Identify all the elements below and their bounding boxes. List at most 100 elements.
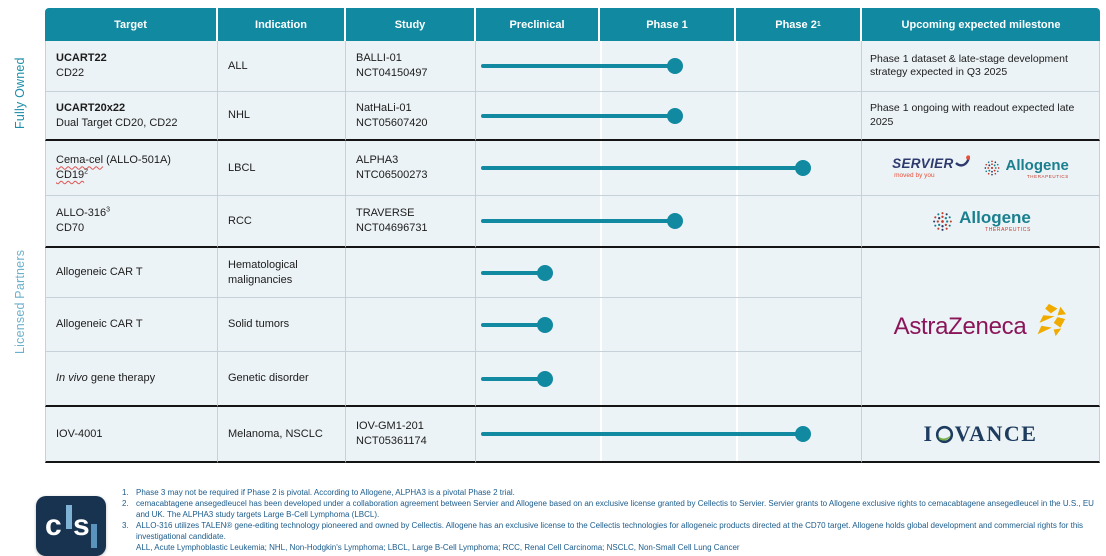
col-header-milestone: Upcoming expected milestone (862, 8, 1100, 41)
target-subline: Dual Target CD20, CD22 (56, 116, 178, 129)
progress-cell (476, 92, 862, 141)
target-cell-allo-316: ALLO-3163 CD70 (45, 196, 218, 248)
progress-bar-phase2 (481, 432, 803, 436)
milestone-cell-iovance: I VANCE (862, 407, 1100, 463)
allogene-logo: Allogene THERAPEUTICS (982, 158, 1069, 179)
study-nct: NTC06500273 (356, 169, 428, 181)
progress-cell (476, 196, 862, 248)
study-nct: NCT05361174 (356, 435, 427, 447)
col-header-study: Study (346, 8, 476, 41)
target-cell-ucart22: UCART22 CD22 (45, 41, 218, 92)
study-name: ALPHA3 (356, 154, 399, 167)
column-divider (736, 352, 738, 405)
progress-bar-preclinical (481, 376, 545, 381)
indication-cell: NHL (218, 92, 346, 141)
target-cell-car-t-solid: Allogeneic CAR T (45, 298, 218, 352)
cellectis-logo-bar (91, 524, 97, 548)
indication-cell: Hematological malignancies (218, 248, 346, 298)
progress-cell (476, 248, 862, 298)
column-divider (736, 92, 738, 139)
pipeline-table: Target Indication Study Preclinical Phas… (45, 8, 1100, 463)
indication-cell: Genetic disorder (218, 352, 346, 407)
progress-bar-phase1 (481, 113, 675, 118)
study-nct: NCT04696731 (356, 222, 428, 234)
study-cell: ALPHA3 NTC06500273 (346, 141, 476, 196)
footnote-1: 1. Phase 3 may not be required if Phase 2… (122, 488, 515, 497)
study-nct: NCT04150497 (356, 67, 428, 79)
servier-logo: SERVIER moved by you (892, 155, 970, 179)
col-header-target: Target (45, 8, 218, 41)
study-name: NatHaLi-01 (356, 101, 412, 114)
progress-cell (476, 298, 862, 352)
study-name: TRAVERSE (356, 207, 415, 220)
indication-cell: RCC (218, 196, 346, 248)
section-label-fully-owned: Fully Owned (13, 57, 27, 129)
target-subline: CD192 (56, 168, 89, 181)
column-divider (600, 298, 602, 351)
progress-cell (476, 141, 862, 196)
milestone-cell-astrazeneca: AstraZeneca (862, 248, 1100, 407)
iovance-o-leaf-icon (935, 425, 953, 443)
study-cell-empty (346, 248, 476, 298)
study-cell-empty (346, 352, 476, 407)
target-subline: CD70 (56, 222, 85, 234)
allogene-sphere-icon (984, 160, 1000, 176)
column-divider (736, 41, 738, 91)
progress-bar-phase1 (481, 219, 675, 223)
footnote-2: 2. cemacabtagene ansegedleucel has been d… (122, 499, 1094, 519)
column-divider (736, 196, 738, 246)
milestone-cell-partners: Allogene THERAPEUTICS (862, 196, 1100, 248)
milestone-cell-partners: SERVIER moved by you Allogene THERAPEUTIC… (862, 141, 1100, 196)
allogene-logo: Allogene THERAPEUTICS (930, 209, 1031, 234)
footnote-3: 3. ALLO-316 utilizes TALEN® gene-editing … (122, 521, 1084, 541)
indication-cell: ALL (218, 41, 346, 92)
column-divider (600, 352, 602, 405)
indication-cell: Melanoma, NSCLC (218, 407, 346, 463)
study-cell: NatHaLi-01 NCT05607420 (346, 92, 476, 141)
column-divider (736, 298, 738, 351)
study-nct: NCT05607420 (356, 116, 428, 129)
target-name: In vivo gene therapy (56, 372, 156, 385)
section-label-licensed-partners: Licensed Partners (13, 249, 27, 355)
servier-swoosh-icon (954, 155, 970, 167)
abbreviations-line: ALL, Acute Lymphoblastic Leukemia; NHL, … (136, 543, 740, 552)
astrazeneca-logo: AstraZeneca (893, 312, 1027, 340)
target-cell-iov-4001: IOV-4001 (45, 407, 218, 463)
col-header-phase1: Phase 1 (600, 8, 736, 41)
iovance-logo: I (923, 421, 934, 446)
study-cell-empty (346, 298, 476, 352)
progress-cell (476, 352, 862, 407)
col-header-preclinical: Preclinical (476, 8, 600, 41)
study-name: BALLI-01 (356, 52, 402, 65)
target-cell-in-vivo: In vivo gene therapy (45, 352, 218, 407)
target-name: UCART22 (56, 52, 107, 65)
progress-bar-preclinical (481, 270, 545, 275)
milestone-cell: Phase 1 dataset & late-stage development… (862, 41, 1100, 92)
target-subline: CD22 (56, 67, 85, 79)
study-name: IOV-GM1-201 (356, 420, 424, 433)
cellectis-logo: c s (36, 496, 106, 556)
footnote-ref-3: 3 (106, 206, 111, 214)
column-divider (736, 248, 738, 297)
indication-cell: Solid tumors (218, 298, 346, 352)
progress-bar-phase1 (481, 64, 675, 68)
study-cell: BALLI-01 NCT04150497 (346, 41, 476, 92)
progress-bar-phase2 (481, 166, 803, 170)
target-cell-ucart20x22: UCART20x22 Dual Target CD20, CD22 (45, 92, 218, 141)
allogene-sphere-icon (933, 211, 952, 231)
col-header-indication: Indication (218, 8, 346, 41)
milestone-cell: Phase 1 ongoing with readout expected la… (862, 92, 1100, 141)
target-cell-car-t-heme: Allogeneic CAR T (45, 248, 218, 298)
astrazeneca-mosaic-icon (1037, 303, 1067, 336)
footnote-ref-2: 2 (84, 168, 89, 176)
target-name: Cema-cel (ALLO-501A) (56, 154, 171, 167)
cellectis-logo-bar (66, 505, 72, 529)
study-cell: TRAVERSE NCT04696731 (346, 196, 476, 248)
column-divider (600, 248, 602, 297)
target-name: UCART20x22 (56, 101, 126, 114)
progress-bar-preclinical (481, 322, 545, 327)
target-name: ALLO-3163 (56, 206, 111, 220)
study-cell: IOV-GM1-201 NCT05361174 (346, 407, 476, 463)
footnotes: 1. Phase 3 may not be required if Phase 2… (122, 487, 1100, 553)
